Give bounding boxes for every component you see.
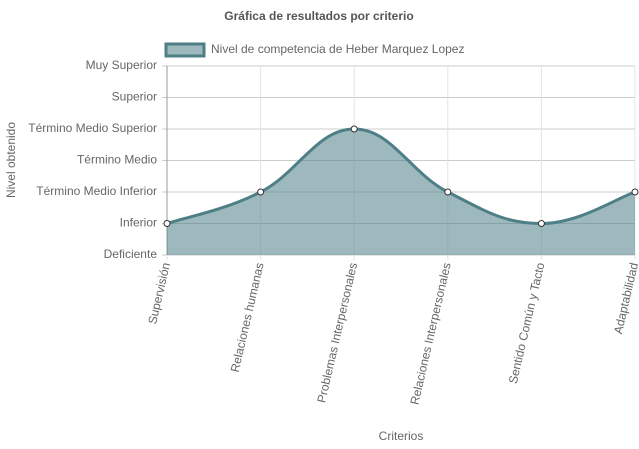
y-tick-label: Término Medio Superior xyxy=(28,121,157,135)
y-tick-label: Inferior xyxy=(120,216,157,230)
x-tick-label: Relaciones Interpersonales xyxy=(407,261,453,406)
chart-title: Gráfica de resultados por criterio xyxy=(224,9,413,23)
point xyxy=(257,188,265,196)
point xyxy=(163,220,171,227)
x-axis-title: Criterios xyxy=(379,429,424,443)
y-tick-label: Superior xyxy=(112,90,157,104)
area-fill xyxy=(167,129,635,255)
x-tick-label: Supervisión xyxy=(145,261,173,325)
y-tick-label: Término Medio Inferior xyxy=(36,184,157,198)
point xyxy=(537,220,545,227)
legend-label: Nivel de competencia de Heber Marquez Lo… xyxy=(211,42,464,56)
point xyxy=(444,188,452,196)
y-tick-label: Muy Superior xyxy=(86,58,157,72)
y-axis-title: Nivel obtenido xyxy=(4,122,18,198)
point xyxy=(631,188,639,196)
x-tick-label: Adaptabilidad xyxy=(611,261,639,335)
legend-swatch xyxy=(164,42,206,58)
y-tick-label: Término Medio xyxy=(77,153,157,167)
x-tick-label: Sentido Común y Tacto xyxy=(506,261,548,385)
x-tick-label: Relaciones humanas xyxy=(228,261,267,373)
x-tick-label: Problemas Interpersonales xyxy=(314,261,360,404)
point xyxy=(350,125,358,133)
y-tick-label: Deficiente xyxy=(104,247,158,261)
